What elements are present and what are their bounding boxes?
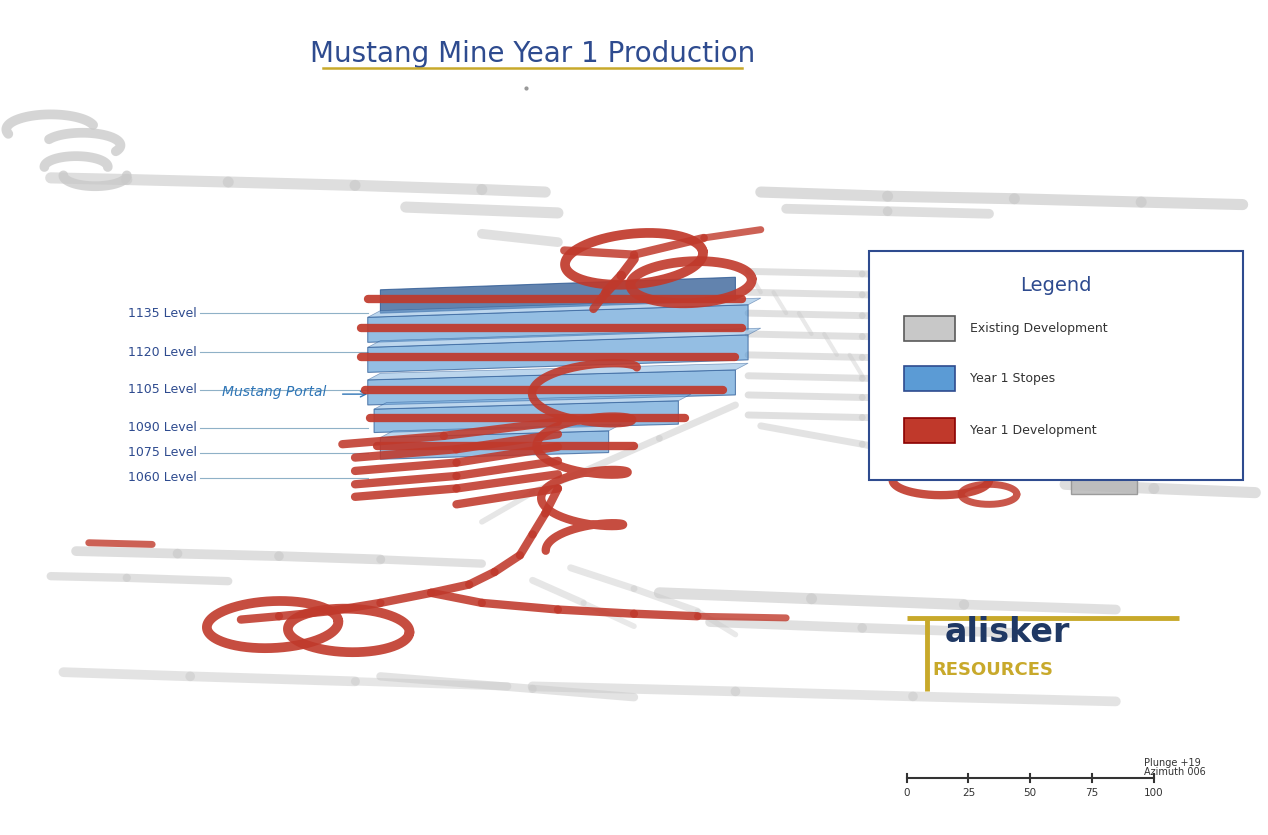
FancyBboxPatch shape — [904, 366, 955, 391]
Text: Year 1 Development: Year 1 Development — [970, 424, 1097, 438]
Text: 75: 75 — [1085, 788, 1098, 798]
Polygon shape — [368, 328, 761, 347]
Text: 100: 100 — [1144, 788, 1164, 798]
Text: Legend: Legend — [1019, 276, 1092, 295]
Text: 0: 0 — [903, 788, 910, 798]
Text: 1120 Level: 1120 Level — [128, 346, 197, 359]
Text: Existing Development: Existing Development — [970, 321, 1108, 335]
Polygon shape — [1071, 409, 1137, 438]
Text: 1060 Level: 1060 Level — [128, 471, 197, 484]
Polygon shape — [368, 335, 748, 372]
FancyBboxPatch shape — [904, 316, 955, 341]
Text: Mustang Portal: Mustang Portal — [222, 386, 326, 399]
FancyBboxPatch shape — [869, 250, 1243, 480]
Text: alisker: alisker — [945, 616, 1070, 650]
Polygon shape — [368, 370, 735, 405]
Polygon shape — [368, 305, 748, 342]
Text: 1135 Level: 1135 Level — [128, 306, 197, 320]
Text: RESOURCES: RESOURCES — [932, 660, 1052, 679]
Polygon shape — [380, 431, 609, 459]
Text: 25: 25 — [962, 788, 975, 798]
Text: 1090 Level: 1090 Level — [128, 421, 197, 434]
Text: Year 1 Stopes: Year 1 Stopes — [970, 372, 1055, 385]
FancyBboxPatch shape — [1071, 438, 1137, 494]
Polygon shape — [380, 424, 621, 438]
Polygon shape — [374, 394, 691, 409]
Text: 1075 Level: 1075 Level — [128, 446, 197, 459]
FancyBboxPatch shape — [904, 418, 955, 443]
Text: Mustang Mine Year 1 Production: Mustang Mine Year 1 Production — [309, 40, 756, 68]
Text: Plunge +19: Plunge +19 — [1144, 758, 1201, 768]
Polygon shape — [368, 363, 748, 380]
Text: 1105 Level: 1105 Level — [128, 383, 197, 397]
Text: 50: 50 — [1023, 788, 1037, 798]
Polygon shape — [368, 298, 761, 317]
Polygon shape — [380, 277, 735, 313]
Text: Azimuth 006: Azimuth 006 — [1144, 767, 1206, 777]
Polygon shape — [374, 401, 678, 433]
